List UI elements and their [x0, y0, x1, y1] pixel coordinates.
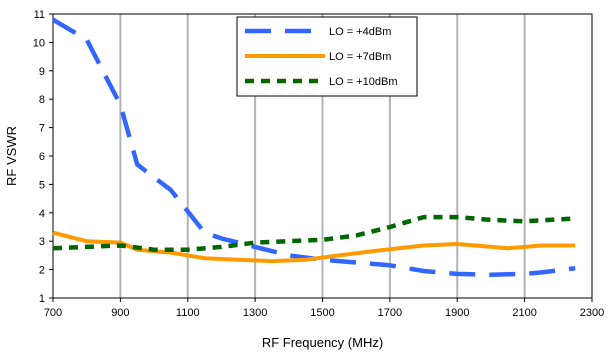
x-tick-label: 2300	[580, 307, 604, 319]
series-layer	[51, 17, 576, 277]
x-tick-label: 2100	[512, 307, 536, 319]
y-tick-label: 1	[39, 293, 45, 305]
x-tick-label: 1300	[243, 307, 267, 319]
y-tick-label: 8	[39, 94, 45, 106]
axes: 700 900 1100 1300 1500 1700 1900 2100 2300 1 2 3 4 5 6…	[33, 9, 604, 319]
legend-label-1: LO = +7dBm	[329, 51, 391, 63]
y-tick-label: 10	[33, 37, 45, 49]
x-axis-title: RF Frequency (MHz)	[262, 335, 383, 350]
series-line-0	[51, 17, 576, 277]
x-tick-label: 1500	[310, 307, 334, 319]
legend-label-2: LO = +10dBm	[329, 76, 398, 88]
series-line-1	[52, 230, 576, 264]
x-tick-label: 1100	[176, 307, 200, 319]
legend: LO = +4dBm LO = +7dBm LO = +10dBm	[236, 16, 418, 97]
y-tick-label: 5	[39, 179, 45, 191]
x-tick-label: 1900	[445, 307, 469, 319]
y-tick-label: 2	[39, 265, 45, 277]
series-line-2	[52, 214, 576, 252]
y-tick-label: 4	[39, 208, 45, 220]
x-tick-label: 900	[111, 307, 129, 319]
x-tick-label: 700	[44, 307, 62, 319]
legend-label-0: LO = +4dBm	[329, 26, 391, 38]
y-tick-label: 3	[39, 236, 45, 248]
x-tick-label: 1700	[378, 307, 402, 319]
y-tick-label: 9	[39, 66, 45, 78]
y-tick-label: 11	[34, 9, 45, 21]
y-axis-title: RF VSWR	[4, 126, 19, 186]
y-tick-label: 6	[39, 151, 45, 163]
y-tick-label: 7	[39, 123, 45, 135]
